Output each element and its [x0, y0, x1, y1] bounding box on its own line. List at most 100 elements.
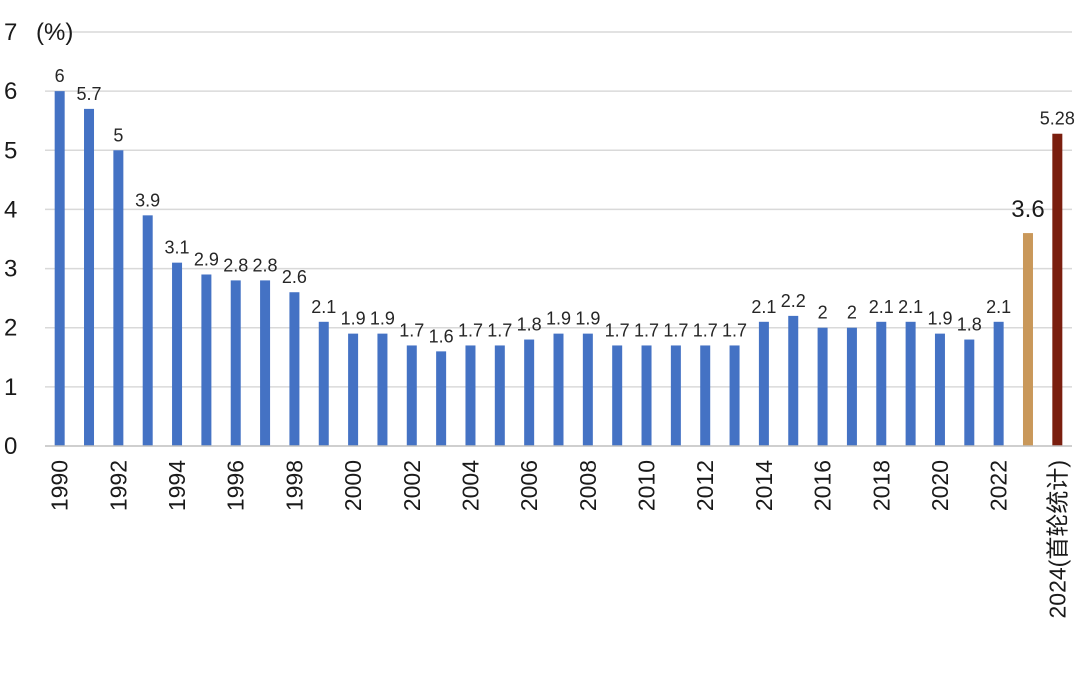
bar-2022	[993, 321, 1004, 446]
bar-2006	[524, 339, 535, 446]
x-tick-label-2008: 2008	[575, 460, 601, 511]
bar-2007	[553, 333, 564, 446]
data-label-2012: 1.7	[693, 320, 718, 340]
bar-1991	[84, 108, 95, 446]
y-tick-label: 1	[4, 374, 17, 401]
data-label-1994: 3.1	[165, 238, 190, 258]
x-tick-label-2018: 2018	[868, 460, 894, 511]
data-label-2010: 1.7	[634, 320, 659, 340]
y-axis: 0 1 2 3 4 5 6 7	[4, 19, 17, 460]
x-tick-label-1994: 1994	[164, 460, 190, 511]
data-label-1990: 6	[55, 66, 65, 86]
bar-2023	[1022, 233, 1033, 446]
y-tick-label: 4	[4, 196, 17, 223]
x-tick-label-1992: 1992	[105, 460, 131, 511]
data-label-2019: 2.1	[898, 297, 923, 317]
bar-1996	[230, 280, 241, 446]
x-tick-label-2022: 2022	[986, 460, 1012, 511]
data-label-2006: 1.8	[517, 315, 542, 335]
data-label-2014: 2.1	[751, 297, 776, 317]
bar-1995	[201, 274, 212, 446]
data-label-1997: 2.8	[253, 255, 278, 275]
bar-2011	[670, 345, 681, 446]
y-tick-label: 5	[4, 137, 17, 164]
data-label-2004: 1.7	[458, 320, 483, 340]
data-label-2013: 1.7	[722, 320, 747, 340]
x-tick-label-1996: 1996	[223, 460, 249, 511]
data-label-2024(首轮统计): 5.28	[1040, 109, 1075, 129]
data-label-2000: 1.9	[341, 309, 366, 329]
data-label-2018: 2.1	[869, 297, 894, 317]
data-label-1992: 5	[113, 125, 123, 145]
x-tick-label-2012: 2012	[692, 460, 718, 511]
bar-2018	[876, 321, 887, 446]
bar-1998	[289, 292, 300, 446]
data-label-2017: 2	[847, 303, 857, 323]
data-label-2016: 2	[818, 303, 828, 323]
data-label-2009: 1.7	[605, 320, 630, 340]
data-label-2002: 1.7	[399, 320, 424, 340]
y-tick-label: 7	[4, 19, 17, 46]
x-tick-label-1998: 1998	[281, 460, 307, 511]
bar-2021	[964, 339, 975, 446]
data-label-1996: 2.8	[223, 255, 248, 275]
bar-1997	[260, 280, 271, 446]
data-label-2023: 3.6	[1011, 196, 1044, 223]
data-label-2011: 1.7	[663, 320, 688, 340]
bar-2014	[758, 321, 769, 446]
bar-2001	[377, 333, 388, 446]
bar-2019	[905, 321, 916, 446]
x-tick-label-2010: 2010	[634, 460, 660, 511]
data-label-2001: 1.9	[370, 309, 395, 329]
x-tick-label-2016: 2016	[810, 460, 836, 511]
y-tick-label: 0	[4, 433, 17, 460]
bar-2012	[700, 345, 711, 446]
bar-2024(首轮统计)	[1052, 133, 1063, 446]
y-tick-label: 2	[4, 315, 17, 342]
x-tick-label-2014: 2014	[751, 460, 777, 511]
x-tick-label-2024(首轮统计): 2024(首轮统计)	[1044, 460, 1070, 618]
data-label-1991: 5.7	[76, 84, 101, 104]
bar-1990	[54, 91, 65, 447]
x-tick-label-2006: 2006	[516, 460, 542, 511]
bar-2009	[612, 345, 623, 446]
x-tick-label-1990: 1990	[47, 460, 73, 511]
data-label-2008: 1.9	[575, 309, 600, 329]
data-label-2015: 2.2	[781, 291, 806, 311]
bar-2002	[406, 345, 417, 446]
bar-2013	[729, 345, 740, 446]
x-tick-label-2004: 2004	[457, 460, 483, 511]
x-tick-label-2000: 2000	[340, 460, 366, 511]
bar-1994	[172, 262, 183, 446]
gridlines	[45, 31, 1072, 388]
data-label-2020: 1.9	[927, 309, 952, 329]
bar-2017	[846, 327, 857, 446]
bar-1993	[142, 215, 153, 446]
y-tick-label: 6	[4, 78, 17, 105]
data-label-2007: 1.9	[546, 309, 571, 329]
data-label-2003: 1.6	[429, 326, 454, 346]
data-label-2021: 1.8	[957, 315, 982, 335]
y-axis-unit-label: (%)	[36, 19, 73, 46]
x-axis: 1990 1992 1994 1996 1998 2000 2002 2004 2006 2008…	[45, 445, 1072, 618]
data-label-1999: 2.1	[311, 297, 336, 317]
bar-2003	[436, 351, 447, 446]
bar-2005	[494, 345, 505, 446]
bar-2010	[641, 345, 652, 446]
bars	[54, 91, 1063, 447]
bar-2004	[465, 345, 476, 446]
data-label-2005: 1.7	[487, 320, 512, 340]
y-tick-label: 3	[4, 256, 17, 283]
bar-2020	[934, 333, 945, 446]
data-label-1995: 2.9	[194, 249, 219, 269]
bar-1999	[318, 321, 329, 446]
data-label-1993: 3.9	[135, 190, 160, 210]
data-label-2022: 2.1	[986, 297, 1011, 317]
data-labels: 65.753.93.12.9 2.8 2.82.62.11.9 1.91.7 1.6 1.…	[55, 66, 1075, 346]
x-tick-label-2020: 2020	[927, 460, 953, 511]
bar-1992	[113, 150, 124, 447]
bar-2000	[348, 333, 359, 446]
bar-2008	[582, 333, 593, 446]
bar-2015	[788, 315, 799, 446]
